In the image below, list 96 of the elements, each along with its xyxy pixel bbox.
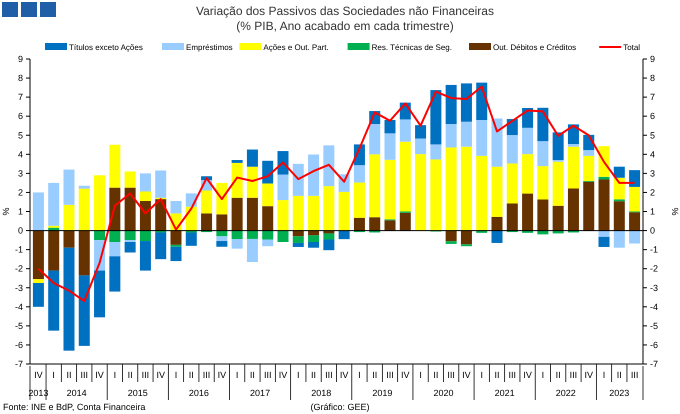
y2-tick-label: 6 bbox=[650, 111, 656, 122]
y2-tick-label: -5 bbox=[650, 320, 658, 331]
y2-axis-title: % bbox=[670, 207, 680, 216]
y-tick-label: 9 bbox=[18, 54, 23, 64]
y-tick-label: -7 bbox=[14, 359, 23, 369]
text: 2014 bbox=[66, 388, 87, 398]
text: 2019 bbox=[372, 388, 392, 398]
x-tick-label: I bbox=[358, 370, 361, 380]
y-tick-label: 1 bbox=[18, 206, 23, 216]
y-tick-label: -6 bbox=[14, 340, 23, 350]
legend-label: Ações e Out. Part. bbox=[263, 43, 329, 52]
x-tick-label: I bbox=[419, 370, 422, 380]
x-tick-label: I bbox=[480, 370, 483, 380]
y2-tick-label: 8 bbox=[650, 73, 656, 84]
y2-tick-label: -2 bbox=[650, 264, 658, 274]
x-tick-label: IV bbox=[156, 370, 165, 380]
y2-tick-label: -6 bbox=[650, 340, 658, 350]
y-tick-label: 0 bbox=[18, 226, 23, 236]
x-tick-label: I bbox=[602, 370, 606, 380]
text: 2020 bbox=[433, 388, 454, 398]
y-tick-label: 2 bbox=[18, 187, 23, 198]
y2-tick-label: 3 bbox=[650, 168, 656, 178]
x-tick-label: I bbox=[174, 370, 178, 380]
x-tick-label: I bbox=[114, 370, 116, 380]
text: 2022 bbox=[556, 388, 576, 398]
legend-label: Total bbox=[623, 43, 640, 52]
text: 2017 bbox=[250, 388, 270, 398]
x-tick-label: IV bbox=[584, 370, 593, 380]
x-tick-label: II bbox=[616, 370, 622, 380]
y2-tick-label: -4 bbox=[650, 302, 658, 312]
x-tick-label: III bbox=[325, 370, 333, 380]
text: 2021 bbox=[494, 388, 515, 398]
x-tick-label: II bbox=[433, 370, 438, 380]
y2-tick-label: 4 bbox=[650, 149, 656, 160]
x-tick-label: IV bbox=[95, 370, 104, 380]
x-tick-label: III bbox=[142, 370, 150, 380]
x-tick-label: IV bbox=[523, 370, 532, 380]
text: 2023 bbox=[609, 388, 630, 398]
x-tick-label: II bbox=[372, 370, 378, 380]
text: (Gráfico: GEE) bbox=[310, 402, 370, 412]
chart-subtitle: (% PIB, Ano acabado em cada trimestre) bbox=[236, 19, 454, 33]
legend-label: Títulos exceto Ações bbox=[69, 43, 143, 52]
x-tick-label: II bbox=[311, 370, 316, 380]
y-tick-label: 7 bbox=[18, 92, 23, 102]
y2-tick-label: 2 bbox=[650, 187, 656, 198]
y-tick-label: 3 bbox=[18, 168, 23, 178]
legend-label: Out. Débitos e Créditos bbox=[493, 43, 576, 52]
y-tick-label: 5 bbox=[18, 130, 23, 140]
x-tick-label: I bbox=[52, 370, 55, 380]
x-tick-label: IV bbox=[218, 370, 226, 380]
text: 2015 bbox=[128, 388, 148, 398]
x-tick-label: I bbox=[542, 370, 544, 380]
x-tick-label: II bbox=[188, 370, 194, 380]
x-tick-label: III bbox=[630, 370, 638, 380]
y2-tick-label: -1 bbox=[650, 244, 658, 255]
text: 2016 bbox=[188, 388, 209, 398]
x-tick-label: IV bbox=[34, 370, 43, 380]
y2-tick-label: -7 bbox=[650, 359, 658, 369]
legend-label: Res. Técnicas de Seg. bbox=[372, 43, 452, 52]
x-tick-label: IV bbox=[340, 370, 348, 380]
x-tick-label: III bbox=[80, 370, 88, 380]
y-tick-label: -2 bbox=[14, 264, 23, 274]
x-tick-label: III bbox=[264, 370, 272, 380]
y2-tick-label: 5 bbox=[650, 130, 656, 140]
y2-tick-label: 1 bbox=[650, 206, 656, 216]
x-tick-label: III bbox=[447, 370, 455, 380]
y2-tick-label: 0 bbox=[650, 226, 656, 236]
x-tick-label: IV bbox=[401, 370, 410, 380]
x-tick-label: III bbox=[202, 370, 210, 380]
y2-tick-label: 9 bbox=[650, 54, 656, 64]
y-tick-label: 8 bbox=[18, 73, 23, 84]
x-tick-label: III bbox=[386, 370, 394, 380]
y-tick-label: -3 bbox=[14, 282, 23, 293]
y-tick-label: -4 bbox=[14, 302, 23, 312]
x-tick-label: II bbox=[250, 370, 255, 380]
y2-tick-label: 7 bbox=[650, 92, 656, 102]
x-tick-label: I bbox=[236, 370, 238, 380]
legend-label: Empréstimos bbox=[186, 43, 233, 52]
x-tick-label: III bbox=[570, 370, 578, 380]
source-note: Fonte: INE e BdP, Conta Financeira bbox=[3, 402, 146, 412]
y-tick-label: -5 bbox=[14, 320, 23, 331]
x-tick-label: I bbox=[297, 370, 300, 380]
y-tick-label: -1 bbox=[14, 244, 23, 255]
x-tick-label: II bbox=[128, 370, 133, 380]
y-axis-title: % bbox=[1, 207, 11, 216]
text: 2018 bbox=[311, 388, 332, 398]
x-tick-label: II bbox=[556, 370, 561, 380]
x-tick-label: IV bbox=[462, 370, 471, 380]
x-tick-label: II bbox=[66, 370, 72, 380]
x-tick-label: IV bbox=[278, 370, 288, 380]
y-tick-label: 4 bbox=[18, 149, 23, 160]
x-tick-label: II bbox=[494, 370, 500, 380]
y-tick-label: 6 bbox=[18, 111, 23, 122]
x-tick-label: III bbox=[508, 370, 516, 380]
chart-title: Variação dos Passivos das Sociedades não Financeiras bbox=[196, 4, 494, 18]
y2-tick-label: -3 bbox=[650, 282, 658, 293]
